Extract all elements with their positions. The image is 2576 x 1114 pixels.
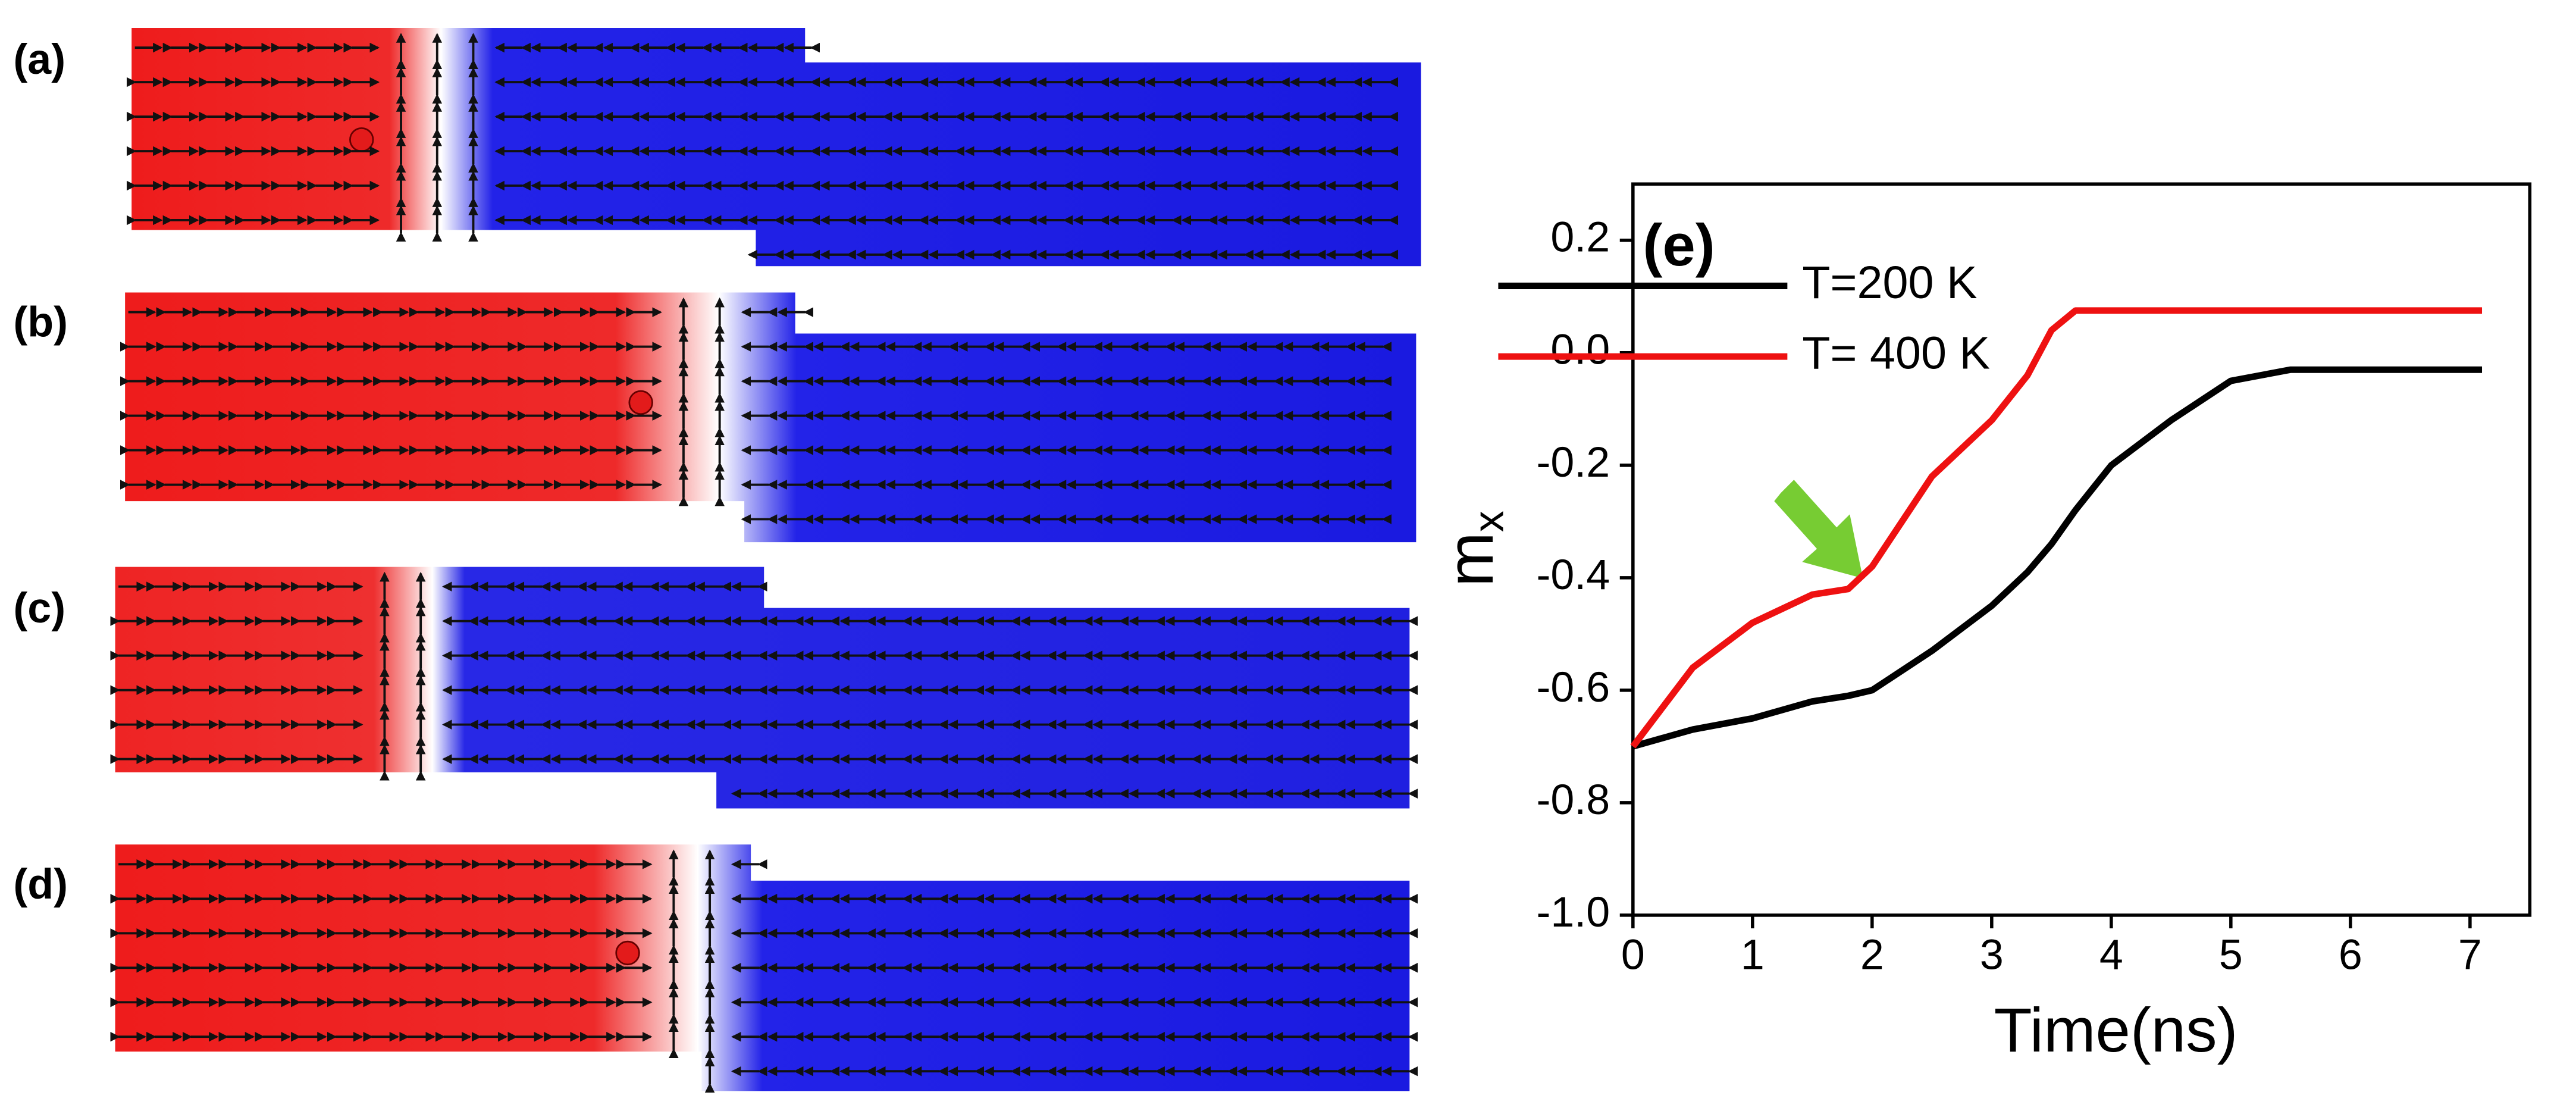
- y-tick-label: -0.8: [1536, 776, 1610, 824]
- y-tick-label: 0.0: [1550, 326, 1610, 374]
- panel-label: (a): [13, 36, 65, 83]
- x-tick-label: 4: [2099, 931, 2123, 979]
- panel-e-label: (e): [1643, 212, 1715, 278]
- x-tick-label: 2: [1860, 931, 1884, 979]
- x-axis-title: Time(ns): [1994, 996, 2238, 1065]
- micromagnetic-panels: [115, 28, 1421, 1091]
- y-tick-label: -0.4: [1536, 551, 1610, 599]
- y-tick-label: -0.2: [1536, 439, 1610, 486]
- y-axis-title-main: m: [1434, 532, 1507, 587]
- x-tick-label: 1: [1741, 931, 1765, 979]
- panel-c-map: [115, 567, 1410, 809]
- panel-label: (b): [13, 299, 68, 346]
- series-line: [1632, 366, 2483, 750]
- core-marker: [628, 390, 653, 415]
- annotation-arrow: [1774, 480, 1863, 578]
- x-tick-label: 5: [2219, 931, 2243, 979]
- magnetization-arrows: [135, 35, 1390, 255]
- y-tick-label: -0.6: [1536, 664, 1610, 711]
- y-tick-label: -1.0: [1536, 888, 1610, 936]
- core-marker: [615, 940, 640, 966]
- panel-b-map: [125, 292, 1417, 543]
- panel-label: (c): [13, 584, 65, 632]
- y-axis-title: mx: [1434, 511, 1512, 587]
- legend-label: T= 400 K: [1802, 328, 1990, 379]
- magnetization-arrows: [118, 851, 1409, 1084]
- magnetization-arrows: [118, 574, 1409, 794]
- plot-frame: [1631, 182, 2532, 917]
- x-tick-label: 7: [2458, 931, 2482, 979]
- y-tick-label: 0.2: [1550, 214, 1610, 261]
- panel-a-map: [131, 27, 1421, 267]
- x-tick-label: 0: [1621, 931, 1645, 979]
- y-axis-title-sub: x: [1465, 511, 1512, 532]
- series-line: [1630, 307, 2483, 749]
- core-marker: [349, 127, 374, 152]
- x-tick-label: 6: [2339, 931, 2362, 979]
- x-tick-label: 3: [1980, 931, 2004, 979]
- magnetization-arrows: [129, 299, 1383, 520]
- legend-label: T=200 K: [1802, 257, 1977, 308]
- panel-label: (d): [13, 860, 68, 908]
